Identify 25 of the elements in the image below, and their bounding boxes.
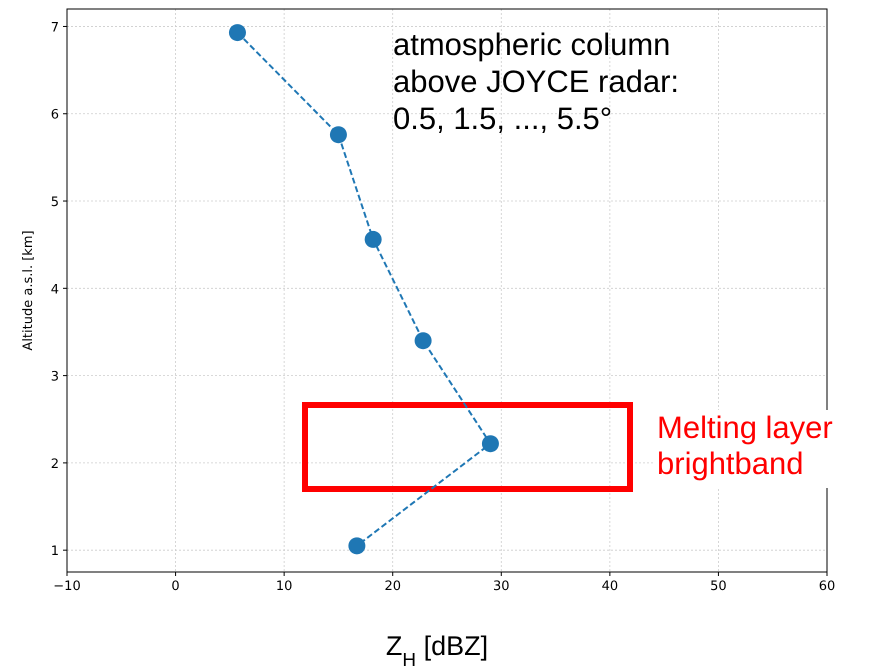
y-tick-label: 3 <box>50 370 59 385</box>
point <box>348 537 366 554</box>
y-tick-label: 5 <box>50 195 59 210</box>
point <box>330 126 347 144</box>
y-tick-label: 4 <box>50 282 59 298</box>
point <box>482 435 499 452</box>
point <box>228 24 246 42</box>
x-tick-label: 20 <box>384 579 401 594</box>
point <box>414 332 432 350</box>
annotation: Melting layer brightband <box>657 410 833 481</box>
y-tick-label: 2 <box>50 456 59 472</box>
y-tick-label: 6 <box>50 108 59 123</box>
y-tick-label: 7 <box>50 20 59 36</box>
x-tick-label: 10 <box>276 579 292 594</box>
x-tick-label: 40 <box>602 579 618 594</box>
x-tick-label: 0 <box>171 579 180 594</box>
point <box>364 230 382 248</box>
y-tick-label: 1 <box>50 544 59 560</box>
annotation: atmospheric column above JOYCE radar: 0.5, 1.5, ..., 5.5° <box>393 27 680 136</box>
x-tick-label: 30 <box>493 579 510 594</box>
x-axis-title: Z$_{H}$ [dBZ] <box>386 631 488 666</box>
x-tick-label: 60 <box>818 579 836 594</box>
y-axis-title: Altitude a.s.l. [km] <box>21 230 36 351</box>
x-tick-label: 50 <box>710 579 727 594</box>
x-tick-label: −10 <box>53 579 81 594</box>
